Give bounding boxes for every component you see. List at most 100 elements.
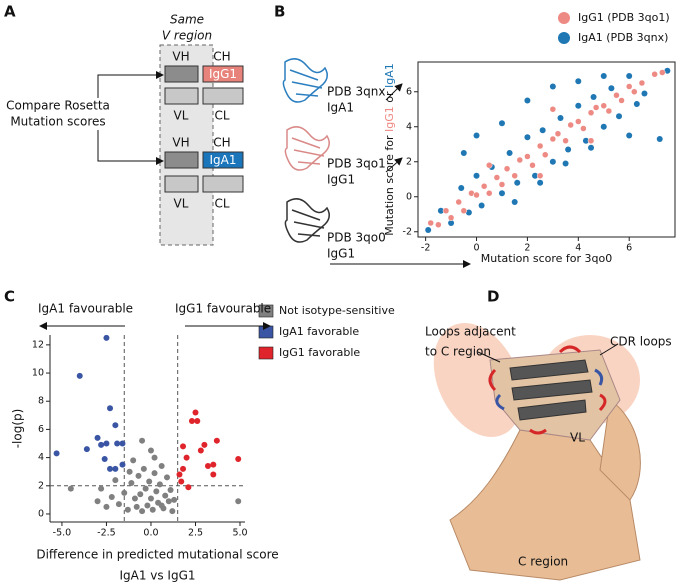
point [144, 502, 151, 509]
point [631, 88, 638, 95]
point [185, 484, 192, 491]
structure-icon [282, 58, 328, 103]
point [165, 498, 172, 505]
point [235, 456, 242, 463]
structure-name: PDB 3qo0 [327, 231, 386, 245]
point [103, 503, 110, 510]
point [460, 207, 468, 214]
point [575, 102, 582, 109]
legend-swatch [258, 346, 274, 360]
point [83, 446, 90, 453]
label: VL [174, 197, 189, 211]
point [121, 489, 128, 496]
point [437, 207, 444, 214]
point [514, 179, 521, 186]
y-tick-label: 4 [406, 121, 412, 132]
point [618, 97, 625, 104]
annotation: IgA1 favourable [38, 302, 133, 316]
point [600, 73, 607, 79]
y-tick-label: 10 [32, 368, 44, 379]
point [137, 491, 144, 498]
point [537, 179, 544, 186]
structure-icon [284, 126, 330, 171]
point [447, 214, 455, 221]
point [131, 495, 138, 502]
legend-swatch [258, 325, 274, 339]
point [549, 106, 557, 113]
point [130, 457, 137, 464]
vh-box [164, 151, 199, 169]
label: CH [213, 136, 230, 150]
point [626, 73, 633, 79]
annotation: IgG1 favourable [175, 302, 271, 316]
y-tick-label: 12 [32, 339, 44, 350]
point [562, 137, 569, 144]
point [448, 220, 455, 226]
y-tick-label: 6 [406, 86, 412, 97]
point [98, 485, 105, 492]
point [194, 417, 201, 424]
y-axis-label-part: IgA1 [383, 63, 396, 88]
point [455, 198, 462, 206]
legend-label: IgG1 (PDB 3qo1) [578, 11, 670, 24]
label: IgA1 [210, 153, 237, 167]
vl-box [164, 87, 199, 105]
x-tick-label: 4 [575, 243, 581, 254]
point [480, 183, 488, 190]
cl-box [202, 87, 244, 105]
point [169, 508, 176, 515]
point [473, 172, 480, 179]
structure-isotype: IgG1 [327, 173, 355, 187]
loops [488, 345, 607, 435]
x-tick-label: 5.0 [232, 528, 247, 539]
heading: V region [162, 29, 212, 43]
point [119, 461, 126, 468]
point [115, 501, 122, 508]
point [124, 506, 131, 513]
x-tick-label: 0.0 [143, 528, 158, 539]
point [506, 150, 513, 156]
point [592, 104, 600, 111]
point [197, 447, 204, 454]
point [539, 127, 546, 134]
point [98, 441, 105, 448]
point [651, 71, 658, 78]
annotation: to C region [425, 345, 491, 359]
structure-isotype: IgG1 [327, 247, 355, 261]
y-axis-label: -log(p) [11, 409, 25, 449]
point [171, 496, 178, 503]
point [442, 207, 450, 214]
point [107, 405, 114, 412]
point [562, 160, 569, 167]
plot-frame [417, 61, 676, 238]
point [575, 78, 582, 85]
panel-d: Loops adjacent to C region CDR loops VL … [425, 323, 672, 581]
y-tick-label: 8 [38, 396, 44, 407]
point [126, 468, 133, 475]
compare-text: Mutation scores [10, 115, 105, 129]
structure-name: PDB 3qo1 [327, 157, 386, 171]
point [180, 465, 187, 472]
structure-name: PDB 3qnx [327, 85, 385, 99]
point [112, 422, 119, 429]
point [176, 471, 183, 478]
point [101, 456, 108, 463]
point [536, 172, 544, 179]
point [616, 113, 623, 120]
point [549, 135, 557, 143]
point [590, 94, 597, 100]
point [478, 202, 485, 209]
point [485, 162, 493, 169]
point [524, 134, 531, 141]
pointer [477, 351, 501, 363]
c-region-ribbon [449, 429, 641, 581]
panel-label: D [487, 288, 499, 306]
point [511, 199, 518, 205]
point [188, 417, 195, 424]
point [158, 502, 165, 509]
point [567, 121, 574, 129]
legend-label: IgG1 favorable [279, 346, 360, 359]
point [485, 190, 493, 197]
annotation: Loops adjacent [425, 325, 516, 339]
point [588, 144, 595, 151]
